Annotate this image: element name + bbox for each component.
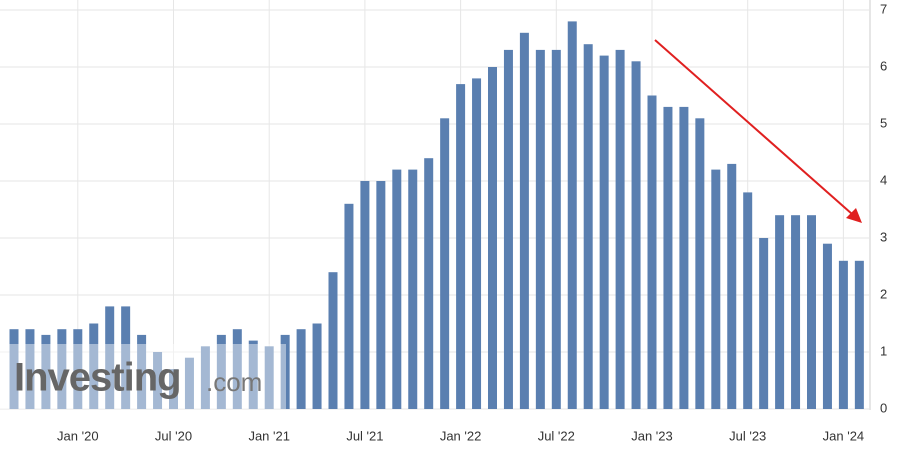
bar (743, 192, 753, 409)
bar (551, 49, 561, 410)
bar (424, 158, 434, 409)
bar (360, 181, 370, 409)
y-tick-label: 0 (880, 400, 887, 415)
bar (519, 32, 529, 410)
y-tick-label: 5 (880, 115, 887, 130)
arrow-head (846, 208, 862, 223)
y-tick-label: 3 (880, 229, 887, 244)
bar (503, 49, 513, 410)
bar (248, 340, 258, 409)
bar (73, 329, 83, 409)
bar (153, 352, 163, 409)
bar (137, 334, 147, 409)
watermark-suffix: .com (206, 367, 262, 397)
bar (25, 329, 35, 409)
bar (328, 272, 338, 409)
bar (647, 95, 657, 409)
bar (456, 84, 466, 409)
bar (392, 169, 402, 409)
x-tick-label: Jan '21 (248, 428, 290, 443)
bar (408, 169, 418, 409)
bar (169, 369, 178, 409)
bar (791, 215, 801, 409)
bar (727, 163, 737, 409)
bar (695, 118, 705, 410)
bar (232, 329, 242, 409)
x-tick-label: Jan '22 (440, 428, 482, 443)
bar (711, 169, 721, 409)
bar (535, 49, 545, 410)
bar (264, 346, 274, 409)
bar (280, 334, 290, 409)
watermark-brand: Investing (14, 356, 181, 400)
bar (663, 106, 673, 410)
y-tick-label: 2 (880, 286, 887, 301)
bar (184, 357, 194, 409)
bar (200, 346, 210, 409)
bar (57, 329, 67, 409)
bar (488, 67, 497, 409)
x-tick-label: Jan '24 (823, 428, 865, 443)
bar (583, 44, 593, 409)
bar (296, 329, 306, 409)
x-tick-label: Jul '22 (538, 428, 575, 443)
bar (376, 181, 386, 409)
bar (822, 243, 832, 409)
watermark-overlay (0, 344, 286, 409)
y-tick-label: 7 (880, 1, 887, 16)
y-tick-label: 6 (880, 58, 887, 73)
bar (9, 329, 19, 409)
x-tick-label: Jul '20 (155, 428, 192, 443)
bar (631, 61, 641, 410)
bar (838, 260, 848, 409)
bar (615, 49, 625, 410)
bar (854, 260, 864, 409)
y-tick-label: 1 (880, 343, 887, 358)
bar (121, 306, 131, 409)
bar (440, 118, 450, 410)
bar (775, 215, 785, 409)
bar (41, 334, 51, 409)
x-tick-label: Jan '20 (57, 428, 99, 443)
x-tick-label: Jul '21 (346, 428, 383, 443)
bar (599, 55, 609, 409)
bar (567, 21, 577, 410)
bar (759, 238, 769, 409)
trend-arrow (654, 39, 853, 215)
bar (472, 78, 482, 410)
bar (89, 323, 99, 409)
bar (105, 306, 115, 409)
bar (216, 334, 226, 409)
bar (344, 203, 354, 409)
bar (807, 215, 816, 409)
bar (312, 323, 322, 409)
x-tick-label: Jul '23 (729, 428, 766, 443)
x-tick-label: Jan '23 (631, 428, 673, 443)
bar (679, 106, 689, 410)
bars (9, 21, 864, 410)
y-tick-label: 4 (880, 172, 887, 187)
